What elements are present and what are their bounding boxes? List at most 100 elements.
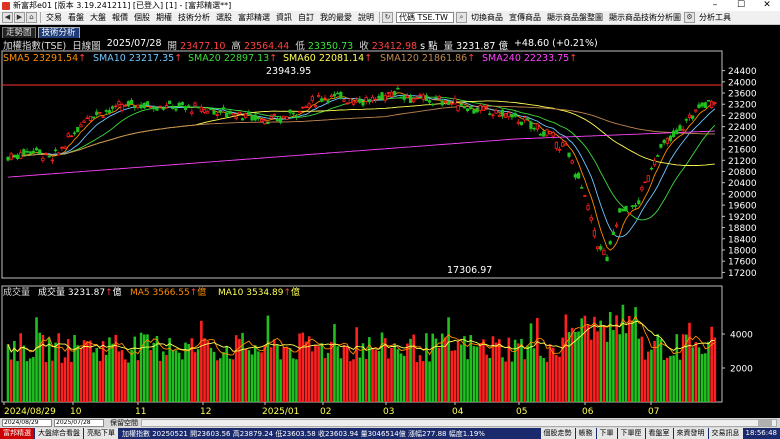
status-accounts[interactable]: 帳務	[575, 428, 596, 439]
candle-body	[637, 200, 641, 205]
candle-body	[567, 152, 571, 157]
tab-technical[interactable]: 技術分析	[37, 27, 80, 38]
candle-body	[15, 154, 20, 159]
chart-scrollbar[interactable]	[141, 419, 777, 427]
menu-screener[interactable]: 選股	[216, 13, 232, 22]
volume-bar	[536, 317, 539, 402]
volume-bar	[85, 341, 89, 402]
status-invite[interactable]: 來資發明	[673, 428, 708, 439]
candle-body	[380, 92, 384, 99]
volume-bar	[678, 359, 682, 402]
volume-bar	[387, 358, 390, 402]
menu-stock[interactable]: 個股	[134, 13, 150, 22]
symbol-code-input[interactable]: 代碼 TSE.TW	[396, 12, 454, 23]
candle-body	[374, 98, 378, 101]
candle-body	[301, 106, 305, 109]
technical-chart[interactable]: SMA5 23291.54↑ SMA10 23217.35↑ SMA20 228…	[0, 50, 780, 418]
volume-ma10-label: MA10 3534.89↑億	[218, 286, 300, 298]
volume-bar	[127, 362, 130, 402]
open-value: 23477.10	[180, 41, 226, 52]
maximize-button[interactable]: ☐	[736, 0, 746, 10]
candle-body	[393, 91, 397, 96]
candle-body	[472, 109, 476, 114]
status-order[interactable]: 下單	[596, 428, 617, 439]
home-icon[interactable]: ⌂	[26, 12, 37, 23]
analysis-tools-button[interactable]: 分析工具	[699, 13, 731, 22]
menu-technical[interactable]: 技術分析	[178, 13, 210, 22]
candle-body	[599, 246, 603, 250]
status-watch-room[interactable]: 看盤室	[645, 428, 673, 439]
candle-body	[405, 95, 409, 98]
sma-line-sma240	[7, 130, 715, 178]
candle-body	[710, 100, 714, 109]
menu-favorites[interactable]: 我的最愛	[320, 13, 352, 22]
status-featured[interactable]: 富邦精選	[0, 428, 34, 439]
candle-body	[551, 132, 555, 137]
search-icon[interactable]: ⌕	[456, 12, 467, 23]
menu-featured[interactable]: 富邦精選	[238, 13, 270, 22]
volume-bar	[494, 342, 498, 402]
candle-body	[421, 94, 425, 100]
candle-body	[79, 124, 83, 128]
status-trade-messages[interactable]: 交易訊息	[708, 428, 743, 439]
back-icon[interactable]: ◀	[2, 12, 13, 23]
price-axis-label: 22800	[728, 112, 757, 122]
volume-bar	[580, 318, 584, 402]
volume-bar	[158, 360, 162, 402]
candle-body	[332, 93, 337, 97]
status-order-box[interactable]: 下單匣	[617, 428, 645, 439]
volume-bar	[402, 355, 406, 402]
volume-bar	[593, 316, 596, 402]
menu-market[interactable]: 大盤	[90, 13, 106, 22]
menu-help[interactable]: 說明	[358, 13, 374, 22]
candle-body	[329, 95, 333, 98]
show-technical-button[interactable]: 顯示商品技術分析圖	[609, 13, 681, 22]
status-stock-trend[interactable]: 個股走勢	[540, 428, 575, 439]
date-to-select[interactable]: 2025/07/28	[54, 419, 104, 427]
menu-info[interactable]: 資訊	[276, 13, 292, 22]
volume-bar	[326, 352, 330, 402]
close-button[interactable]: ✕	[763, 0, 771, 10]
status-quick-order[interactable]: 亮點下單	[84, 428, 118, 439]
tools-icon[interactable]: ⚙	[684, 12, 695, 23]
forward-icon[interactable]: ▶	[14, 12, 25, 23]
status-market-overview[interactable]: 大盤綜合看盤	[35, 428, 83, 439]
scroll-thumb[interactable]	[758, 420, 772, 426]
date-from-select[interactable]: 2024/08/29	[2, 419, 52, 427]
volume-bar	[174, 350, 178, 402]
tab-intraday[interactable]: 走勢圖	[2, 27, 36, 38]
candle-body	[190, 111, 194, 114]
volume-bar	[364, 358, 368, 402]
title-bar: 新富邦e01 [版本 3.19.241211] [已登入] [1] - [富邦精…	[0, 0, 780, 11]
candle-body	[589, 217, 593, 221]
refresh-icon[interactable]: ↻	[382, 12, 393, 23]
volume-bar	[89, 340, 92, 402]
volume-bar	[444, 337, 447, 402]
menu-trade[interactable]: 交易	[46, 13, 62, 22]
menu-custom[interactable]: 自訂	[298, 13, 314, 22]
volume-bar	[260, 352, 263, 402]
menu-futures[interactable]: 期權	[156, 13, 172, 22]
candle-body	[104, 110, 108, 112]
volume-bar	[108, 337, 111, 402]
price-panel-frame	[1, 50, 723, 279]
candle-body	[459, 103, 463, 106]
menu-quote[interactable]: 報價	[112, 13, 128, 22]
candle-body	[396, 87, 400, 90]
candle-body	[310, 96, 314, 102]
volume-bar	[589, 339, 593, 402]
candle-body	[700, 102, 704, 107]
show-consolidation-button[interactable]: 顯示商品盤整圖	[547, 13, 603, 22]
candle-body	[513, 112, 517, 117]
switch-symbol-button[interactable]: 切換商品	[471, 13, 503, 22]
minimize-button[interactable]: –	[712, 0, 718, 10]
candle-body	[469, 106, 473, 110]
price-axis-label: 20400	[728, 179, 757, 189]
candle-body	[557, 148, 562, 151]
candle-body	[431, 103, 435, 106]
date-axis-label: 06	[582, 407, 594, 417]
candle-body	[98, 111, 102, 114]
promo-symbol-button[interactable]: 宣傳商品	[509, 13, 541, 22]
menu-watch[interactable]: 看盤	[68, 13, 84, 22]
